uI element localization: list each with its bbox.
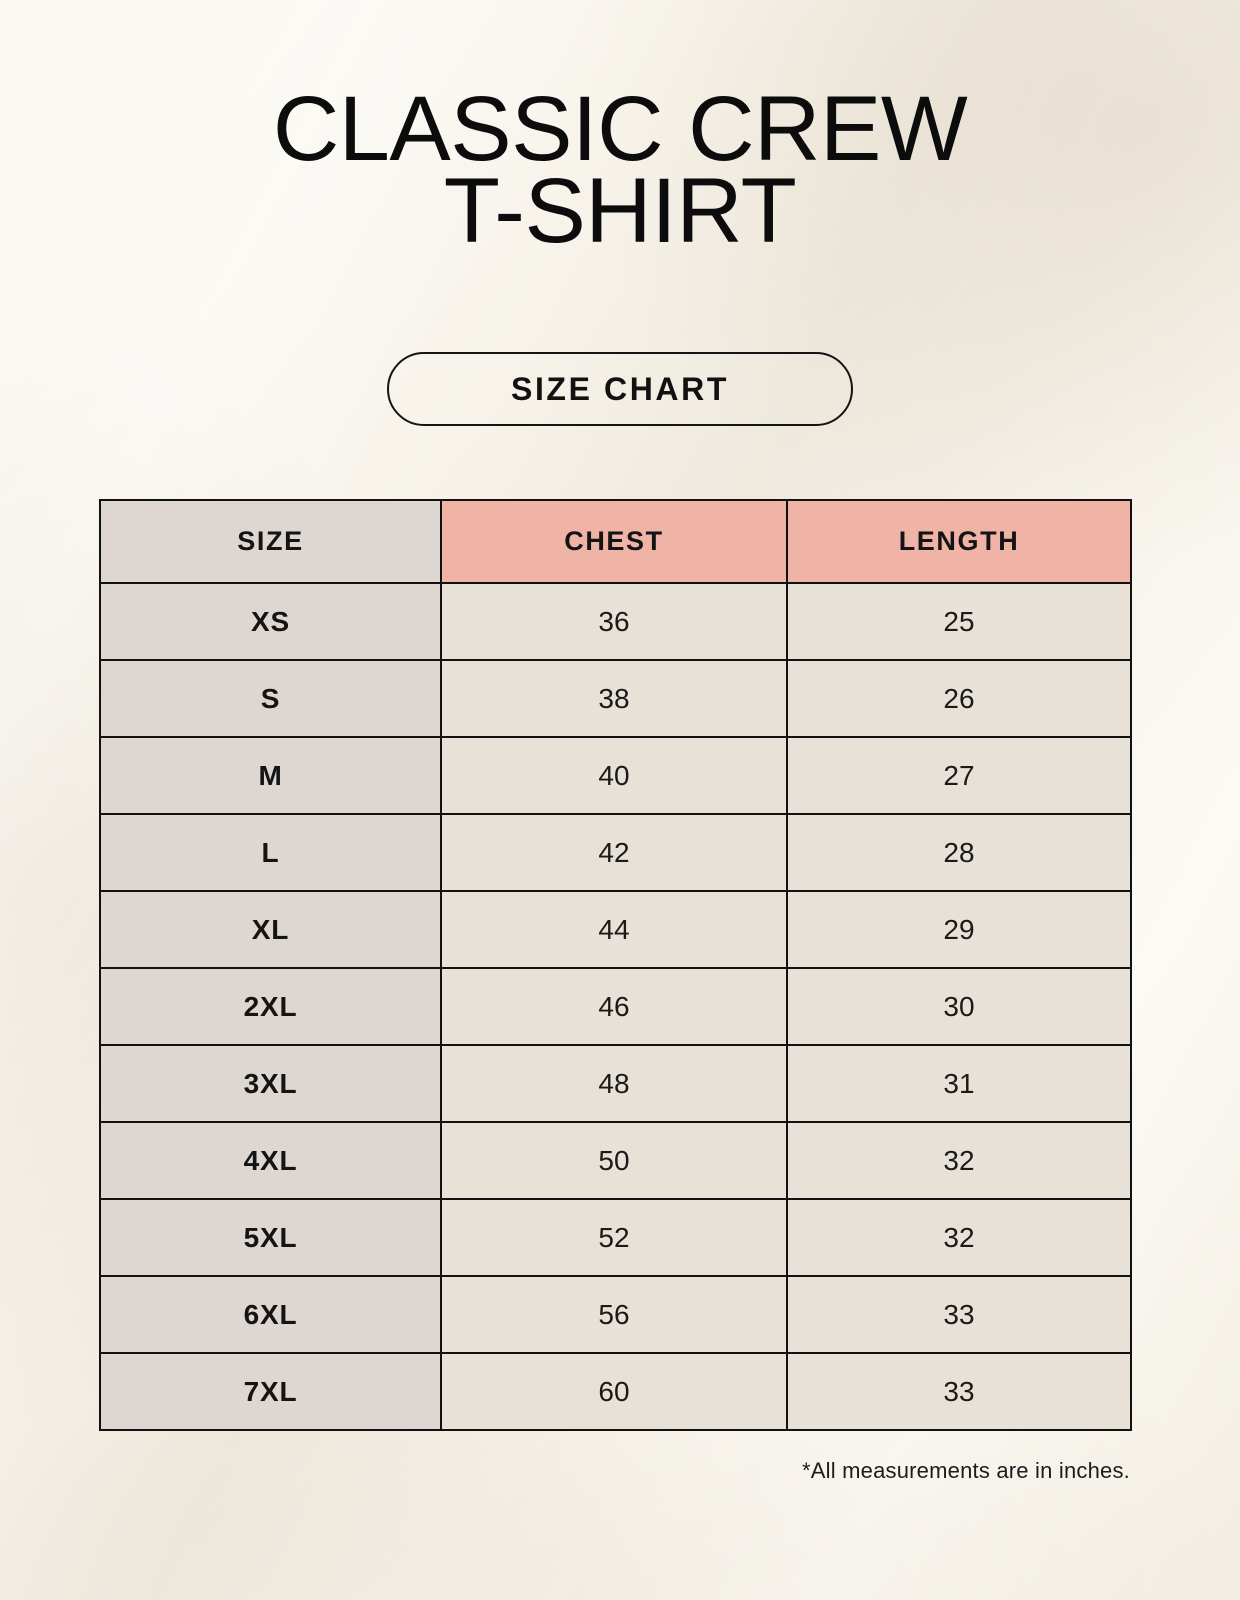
table-row: XS 36 25 [99,582,1132,661]
cell-chest: 46 [440,967,788,1046]
cell-size: 6XL [99,1275,442,1354]
page-title-line-1: CLASSIC CREW [272,78,968,180]
table-row: 7XL 60 33 [99,1352,1132,1431]
cell-size: XS [99,582,442,661]
column-header-length: LENGTH [786,499,1132,584]
table-row: 2XL 46 30 [99,967,1132,1046]
cell-length: 31 [786,1044,1132,1123]
cell-size: 5XL [99,1198,442,1277]
page-title-line-2: T-SHIRT [443,160,797,262]
table-row: S 38 26 [99,659,1132,738]
table-row: L 42 28 [99,813,1132,892]
cell-chest: 42 [440,813,788,892]
cell-chest: 36 [440,582,788,661]
cell-chest: 56 [440,1275,788,1354]
cell-size: 7XL [99,1352,442,1431]
size-chart-badge: SIZE CHART [387,352,853,426]
cell-length: 28 [786,813,1132,892]
cell-length: 30 [786,967,1132,1046]
cell-length: 33 [786,1275,1132,1354]
cell-size: 2XL [99,967,442,1046]
cell-length: 26 [786,659,1132,738]
cell-size: 4XL [99,1121,442,1200]
cell-chest: 44 [440,890,788,969]
cell-chest: 40 [440,736,788,815]
cell-size: S [99,659,442,738]
cell-chest: 38 [440,659,788,738]
cell-length: 27 [786,736,1132,815]
cell-size: 3XL [99,1044,442,1123]
size-table: SIZE CHEST LENGTH XS 36 25 S 38 26 M [99,499,1132,1431]
cell-chest: 60 [440,1352,788,1431]
cell-size: L [99,813,442,892]
page-title: CLASSIC CREW T-SHIRT [0,78,1240,262]
table-header-row: SIZE CHEST LENGTH [99,499,1132,584]
size-chart-badge-label: SIZE CHART [511,370,729,407]
column-header-size: SIZE [99,499,442,584]
table-row: 5XL 52 32 [99,1198,1132,1277]
measurements-footnote: *All measurements are in inches. [802,1458,1130,1483]
size-chart-badge-wrap: SIZE CHART [0,352,1240,426]
cell-chest: 50 [440,1121,788,1200]
size-table-body: XS 36 25 S 38 26 M 40 27 L 42 28 [99,582,1132,1431]
cell-size: M [99,736,442,815]
table-row: 3XL 48 31 [99,1044,1132,1123]
size-table-wrap: SIZE CHEST LENGTH XS 36 25 S 38 26 M [99,499,1132,1431]
column-header-chest: CHEST [440,499,788,584]
cell-chest: 52 [440,1198,788,1277]
table-row: 4XL 50 32 [99,1121,1132,1200]
table-row: XL 44 29 [99,890,1132,969]
cell-chest: 48 [440,1044,788,1123]
table-row: 6XL 56 33 [99,1275,1132,1354]
cell-length: 29 [786,890,1132,969]
table-row: M 40 27 [99,736,1132,815]
cell-length: 33 [786,1352,1132,1431]
cell-length: 32 [786,1198,1132,1277]
cell-size: XL [99,890,442,969]
cell-length: 25 [786,582,1132,661]
size-table-head: SIZE CHEST LENGTH [99,499,1132,584]
cell-length: 32 [786,1121,1132,1200]
